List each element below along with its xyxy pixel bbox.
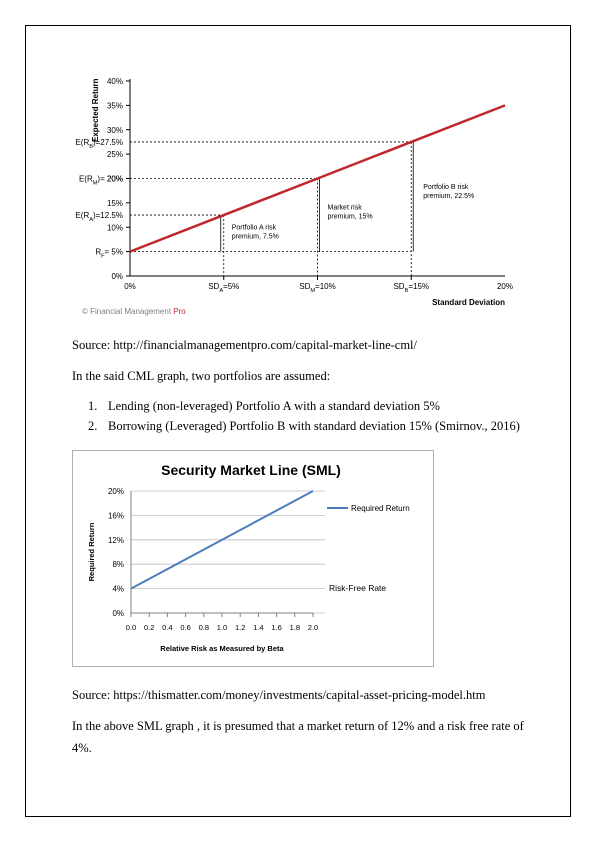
- list-text: Borrowing (Leveraged) Portfolio B with s…: [108, 419, 520, 433]
- sml-y-tick-label: 0%: [112, 609, 124, 618]
- cml-annotation-m: Market risk: [328, 205, 363, 212]
- list-number: 2.: [88, 419, 98, 433]
- sml-x-tick-label: 1.4: [253, 623, 263, 632]
- sml-y-tick-label: 8%: [112, 560, 124, 569]
- cml-annotation-a: premium, 7.5%: [232, 233, 279, 240]
- sml-title: Security Market Line (SML): [161, 462, 341, 478]
- cml-y-label-rf: RF= 5%: [95, 248, 123, 260]
- sml-y-tick-label: 20%: [108, 487, 124, 496]
- sml-y-tick-label: 12%: [108, 536, 124, 545]
- cml-y-tick-label: 35%: [107, 101, 123, 110]
- cml-line: [129, 104, 506, 253]
- list-item: 1. Lending (non-leveraged) Portfolio A wi…: [88, 399, 440, 414]
- sml-x-tick-label: 1.2: [235, 623, 245, 632]
- sml-x-tick-label: 2.0: [308, 623, 318, 632]
- cml-chart: 0% 10% 15% 20% 30% 35% 40% 25% 0% 20% SDA=5% SDM=10…: [70, 70, 530, 320]
- sml-x-tick-label: 0.6: [180, 623, 190, 632]
- sml-x-axis-title: Relative Risk as Measured by Beta: [160, 644, 284, 653]
- cml-y-tick-label: 15%: [107, 199, 123, 208]
- list-number: 1.: [88, 399, 98, 413]
- cml-annotation-a: Portfolio A risk: [232, 224, 277, 231]
- cml-y-label-rb: E(RB)=27.5%: [75, 138, 123, 150]
- sml-y-tick-label: 16%: [108, 511, 124, 520]
- sml-legend-label: Required Return: [351, 504, 410, 513]
- cml-y-tick-label: 40%: [107, 77, 123, 86]
- cml-x-tick-label: 20%: [497, 282, 513, 291]
- sml-chart-svg: Security Market Line (SML) 0% 4% 8% 12% 16% 20…: [87, 462, 410, 653]
- cml-y-label-rm: E(RM)= 20%: [79, 175, 123, 187]
- cml-annotation-m: premium, 15%: [328, 214, 373, 221]
- cml-chart-svg: 0% 10% 15% 20% 30% 35% 40% 25% 0% 20% SDA=5% SDM=10…: [75, 77, 513, 316]
- sml-x-tick-label: 0.2: [144, 623, 154, 632]
- sml-chart: Security Market Line (SML) 0% 4% 8% 12% 16% 20…: [72, 450, 434, 667]
- cml-x-label-sda: SDA=5%: [208, 282, 239, 294]
- intro-paragraph: In the said CML graph, two portfolios ar…: [72, 369, 331, 383]
- cml-x-tick-label: 0%: [124, 282, 136, 291]
- source-sml: Source: https://thismatter.com/money/inv…: [72, 688, 486, 702]
- cml-x-label-sdb: SDB=15%: [393, 282, 429, 294]
- sml-annotation-risk-free: Risk-Free Rate: [329, 583, 386, 593]
- cml-annotation-b: premium, 22.5%: [423, 193, 474, 200]
- list-text: Lending (non-leveraged) Portfolio A with…: [108, 399, 440, 413]
- page-border: [25, 25, 571, 817]
- sml-x-tick-label: 1.8: [290, 623, 300, 632]
- sml-x-tick-label: 1.6: [271, 623, 281, 632]
- cml-y-tick-label: 30%: [107, 126, 123, 135]
- cml-x-axis-title: Standard Deviation: [432, 298, 505, 307]
- cml-annotation-b: Portfolio B risk: [423, 184, 469, 191]
- conclusion-paragraph: In the above SML graph , it is presumed …: [72, 719, 524, 733]
- sml-x-tick-label: 0.4: [162, 623, 172, 632]
- sml-x-tick-label: 1.0: [217, 623, 227, 632]
- sml-y-tick-label: 4%: [112, 585, 124, 594]
- cml-y-tick-label: 25%: [107, 150, 123, 159]
- list-item: 2. Borrowing (Leveraged) Portfolio B with…: [88, 419, 520, 434]
- cml-y-tick-label: 0%: [111, 272, 123, 281]
- source-cml: Source: http://financialmanagementpro.co…: [72, 338, 418, 352]
- sml-line: [130, 490, 314, 590]
- cml-watermark: © Financial Management Pro: [82, 307, 186, 316]
- sml-x-tick-label: 0.0: [126, 623, 136, 632]
- cml-y-tick-label: 20%: [107, 175, 123, 184]
- cml-y-axis-title: Expected Return: [91, 78, 100, 142]
- cml-y-label-ra: E(RA)=12.5%: [75, 211, 123, 223]
- cml-y-tick-label: 10%: [107, 223, 123, 232]
- cml-x-label-sdm: SDM=10%: [299, 282, 335, 294]
- sml-x-tick-label: 0.8: [199, 623, 209, 632]
- conclusion-paragraph-end: 4%.: [72, 741, 92, 755]
- sml-y-axis-title: Required Return: [87, 522, 96, 581]
